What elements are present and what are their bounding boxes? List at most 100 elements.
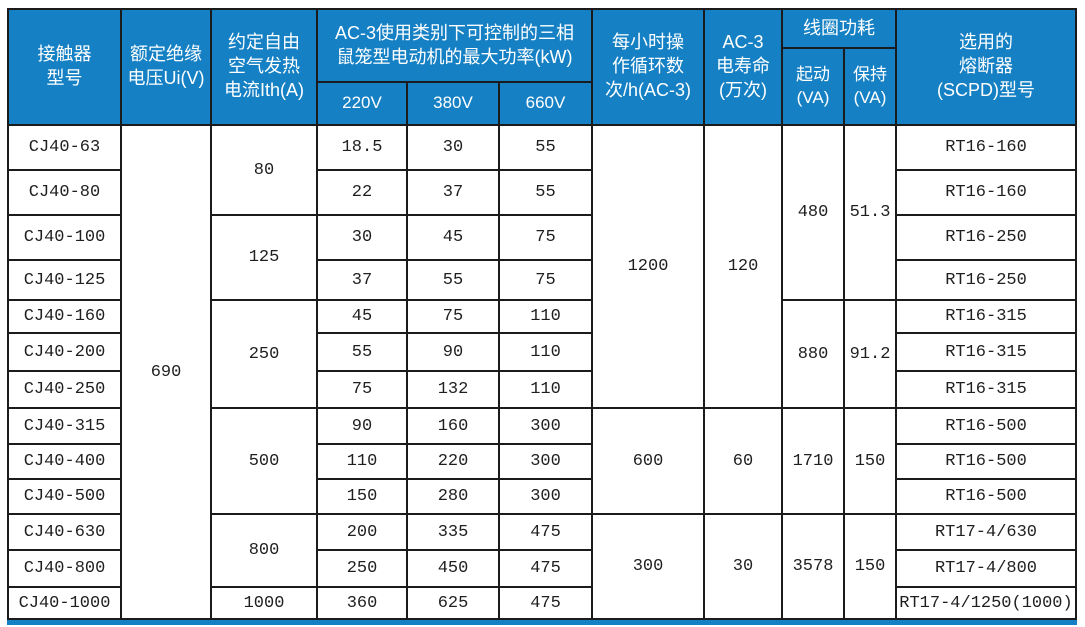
cell-p660-row11: 475 xyxy=(500,515,591,549)
cell-p660-row6: 110 xyxy=(500,334,591,370)
cell-start-merged: 480 xyxy=(783,126,843,299)
cell-p220-row6: 55 xyxy=(318,334,406,370)
cell-model-row12: CJ40-800 xyxy=(9,551,120,586)
cell-ith-merged: 125 xyxy=(212,216,316,299)
header-ac3-max-power-group: AC-3使用类别下可控制的三相 鼠笼型电动机的最大功率(kW) xyxy=(318,10,591,81)
cell-p660-row8: 300 xyxy=(500,409,591,443)
cell-p660-row2: 55 xyxy=(500,171,591,214)
header-rated-insulation-voltage: 额定绝缘 电压Ui(V) xyxy=(122,10,210,124)
cell-scpd-row10: RT16-500 xyxy=(897,480,1075,513)
cell-model-row8: CJ40-315 xyxy=(9,409,120,443)
cell-p380-row6: 90 xyxy=(408,334,498,370)
cell-ith-merged: 250 xyxy=(212,301,316,407)
header-380v: 380V xyxy=(408,83,498,124)
cell-model-row11: CJ40-630 xyxy=(9,515,120,549)
cell-model-row13: CJ40-1000 xyxy=(9,588,120,618)
header-220v: 220V xyxy=(318,83,406,124)
cell-ith-merged: 80 xyxy=(212,126,316,214)
cell-p660-row12: 475 xyxy=(500,551,591,586)
cell-model-row4: CJ40-125 xyxy=(9,261,120,299)
cell-scpd-row4: RT16-250 xyxy=(897,261,1075,299)
cell-p380-row3: 45 xyxy=(408,216,498,259)
cell-p380-row2: 37 xyxy=(408,171,498,214)
cell-p380-row12: 450 xyxy=(408,551,498,586)
header-coil-power-group: 线圈功耗 xyxy=(783,10,895,47)
cell-p220-row10: 150 xyxy=(318,480,406,513)
cell-model-row2: CJ40-80 xyxy=(9,171,120,214)
cell-hold-merged: 91.2 xyxy=(845,301,895,407)
cell-p660-row13: 475 xyxy=(500,588,591,618)
cell-p220-row7: 75 xyxy=(318,372,406,407)
cell-scpd-row6: RT16-315 xyxy=(897,334,1075,370)
cell-p660-row10: 300 xyxy=(500,480,591,513)
cell-p660-row7: 110 xyxy=(500,372,591,407)
cell-p660-row9: 300 xyxy=(500,445,591,478)
cell-p220-row4: 37 xyxy=(318,261,406,299)
cell-scpd-row5: RT16-315 xyxy=(897,301,1075,332)
header-fuse-scpd-model: 选用的 熔断器 (SCPD)型号 xyxy=(897,10,1075,124)
cell-start-merged: 1710 xyxy=(783,409,843,513)
bottom-accent-bar xyxy=(7,620,1077,625)
cell-scpd-row1: RT16-160 xyxy=(897,126,1075,169)
cell-model-row1: CJ40-63 xyxy=(9,126,120,169)
cell-p660-row4: 75 xyxy=(500,261,591,299)
cell-ops-merged: 300 xyxy=(593,515,703,618)
cell-p220-row3: 30 xyxy=(318,216,406,259)
cell-scpd-row9: RT16-500 xyxy=(897,445,1075,478)
header-ac3-electrical-life: AC-3 电寿命 (万次) xyxy=(705,10,781,124)
cell-p220-row13: 360 xyxy=(318,588,406,618)
cell-ith-merged: 800 xyxy=(212,515,316,586)
cell-p380-row5: 75 xyxy=(408,301,498,332)
cell-p380-row9: 220 xyxy=(408,445,498,478)
cell-p380-row1: 30 xyxy=(408,126,498,169)
cell-scpd-row11: RT17-4/630 xyxy=(897,515,1075,549)
cell-p220-row8: 90 xyxy=(318,409,406,443)
cell-hold-merged: 150 xyxy=(845,409,895,513)
cell-p220-row12: 250 xyxy=(318,551,406,586)
cell-p380-row10: 280 xyxy=(408,480,498,513)
cell-p660-row1: 55 xyxy=(500,126,591,169)
cell-model-row6: CJ40-200 xyxy=(9,334,120,370)
cell-model-row3: CJ40-100 xyxy=(9,216,120,259)
cell-ith-merged: 500 xyxy=(212,409,316,513)
cell-ops-merged: 600 xyxy=(593,409,703,513)
cell-p380-row13: 625 xyxy=(408,588,498,618)
cell-life-merged: 30 xyxy=(705,515,781,618)
cell-start-merged: 880 xyxy=(783,301,843,407)
header-coil-start-va: 起动 (VA) xyxy=(783,49,843,124)
cell-p660-row5: 110 xyxy=(500,301,591,332)
header-conventional-thermal-current: 约定自由 空气发热 电流Ith(A) xyxy=(212,10,316,124)
cell-ops-merged: 1200 xyxy=(593,126,703,407)
cell-scpd-row7: RT16-315 xyxy=(897,372,1075,407)
cell-model-row9: CJ40-400 xyxy=(9,445,120,478)
cell-ith-merged: 1000 xyxy=(212,588,316,618)
cell-hold-merged: 51.3 xyxy=(845,126,895,299)
cell-model-row10: CJ40-500 xyxy=(9,480,120,513)
cell-start-merged: 3578 xyxy=(783,515,843,618)
cell-scpd-row8: RT16-500 xyxy=(897,409,1075,443)
cell-p220-row1: 18.5 xyxy=(318,126,406,169)
cell-hold-merged: 150 xyxy=(845,515,895,618)
cell-p220-row2: 22 xyxy=(318,171,406,214)
cell-life-merged: 60 xyxy=(705,409,781,513)
cell-p220-row5: 45 xyxy=(318,301,406,332)
header-coil-hold-va: 保持 (VA) xyxy=(845,49,895,124)
cell-p220-row11: 200 xyxy=(318,515,406,549)
cell-scpd-row13: RT17-4/1250(1000) xyxy=(897,588,1075,618)
cell-p380-row4: 55 xyxy=(408,261,498,299)
header-660v: 660V xyxy=(500,83,591,124)
header-contactor-model: 接触器 型号 xyxy=(9,10,120,124)
cell-model-row5: CJ40-160 xyxy=(9,301,120,332)
cell-scpd-row2: RT16-160 xyxy=(897,171,1075,214)
cell-scpd-row3: RT16-250 xyxy=(897,216,1075,259)
cell-p220-row9: 110 xyxy=(318,445,406,478)
cell-scpd-row12: RT17-4/800 xyxy=(897,551,1075,586)
cell-p380-row11: 335 xyxy=(408,515,498,549)
cell-p380-row7: 132 xyxy=(408,372,498,407)
cell-model-row7: CJ40-250 xyxy=(9,372,120,407)
cell-life-merged: 120 xyxy=(705,126,781,407)
cell-p660-row3: 75 xyxy=(500,216,591,259)
header-operating-cycles-per-hour: 每小时操 作循环数 次/h(AC-3) xyxy=(593,10,703,124)
contactor-spec-table: 接触器 型号 额定绝缘 电压Ui(V) 约定自由 空气发热 电流Ith(A) A… xyxy=(7,8,1077,620)
